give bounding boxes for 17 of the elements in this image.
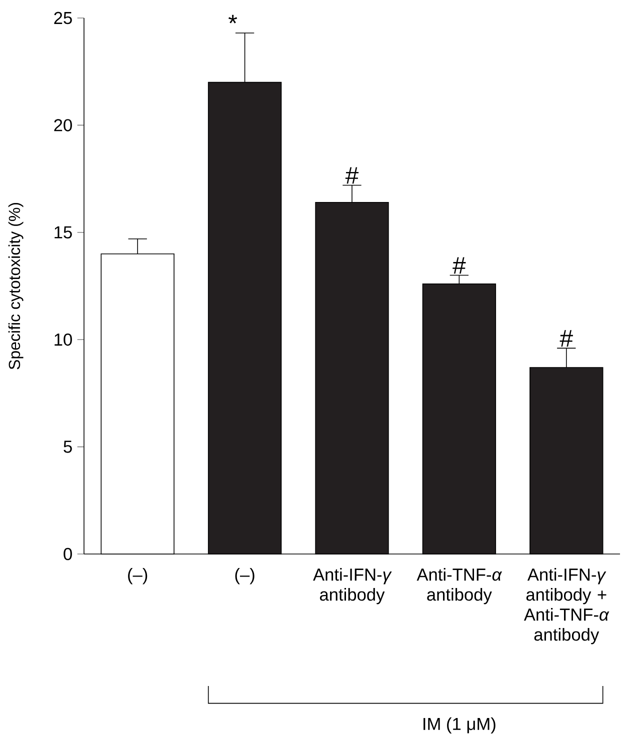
annotation: # (452, 257, 466, 274)
annotation: # (560, 330, 573, 347)
y-axis-title: Specific cytotoxicity (%) (8, 203, 24, 370)
text: IM (1 μM) (424, 717, 496, 734)
x-tick-label: Anti-IFN-γ antibody + Anti-TNF-α antibody (524, 568, 610, 644)
annotation: * (228, 14, 238, 24)
x-tick-label: (–) (235, 568, 254, 584)
y-tick-label: 25 (54, 12, 72, 24)
y-tick-label: 15 (54, 226, 72, 238)
annotation: # (345, 167, 359, 184)
x-tick-label: Anti-IFN-γ antibody (313, 568, 392, 604)
x-tick-label: (–) (128, 568, 148, 584)
y-tick-label: 20 (54, 119, 72, 132)
y-tick-label: 10 (54, 333, 72, 346)
y-tick-label: 5 (64, 440, 72, 453)
x-tick-label: Anti-TNF-α antibody (416, 568, 502, 604)
y-tick-label: 0 (64, 548, 72, 560)
